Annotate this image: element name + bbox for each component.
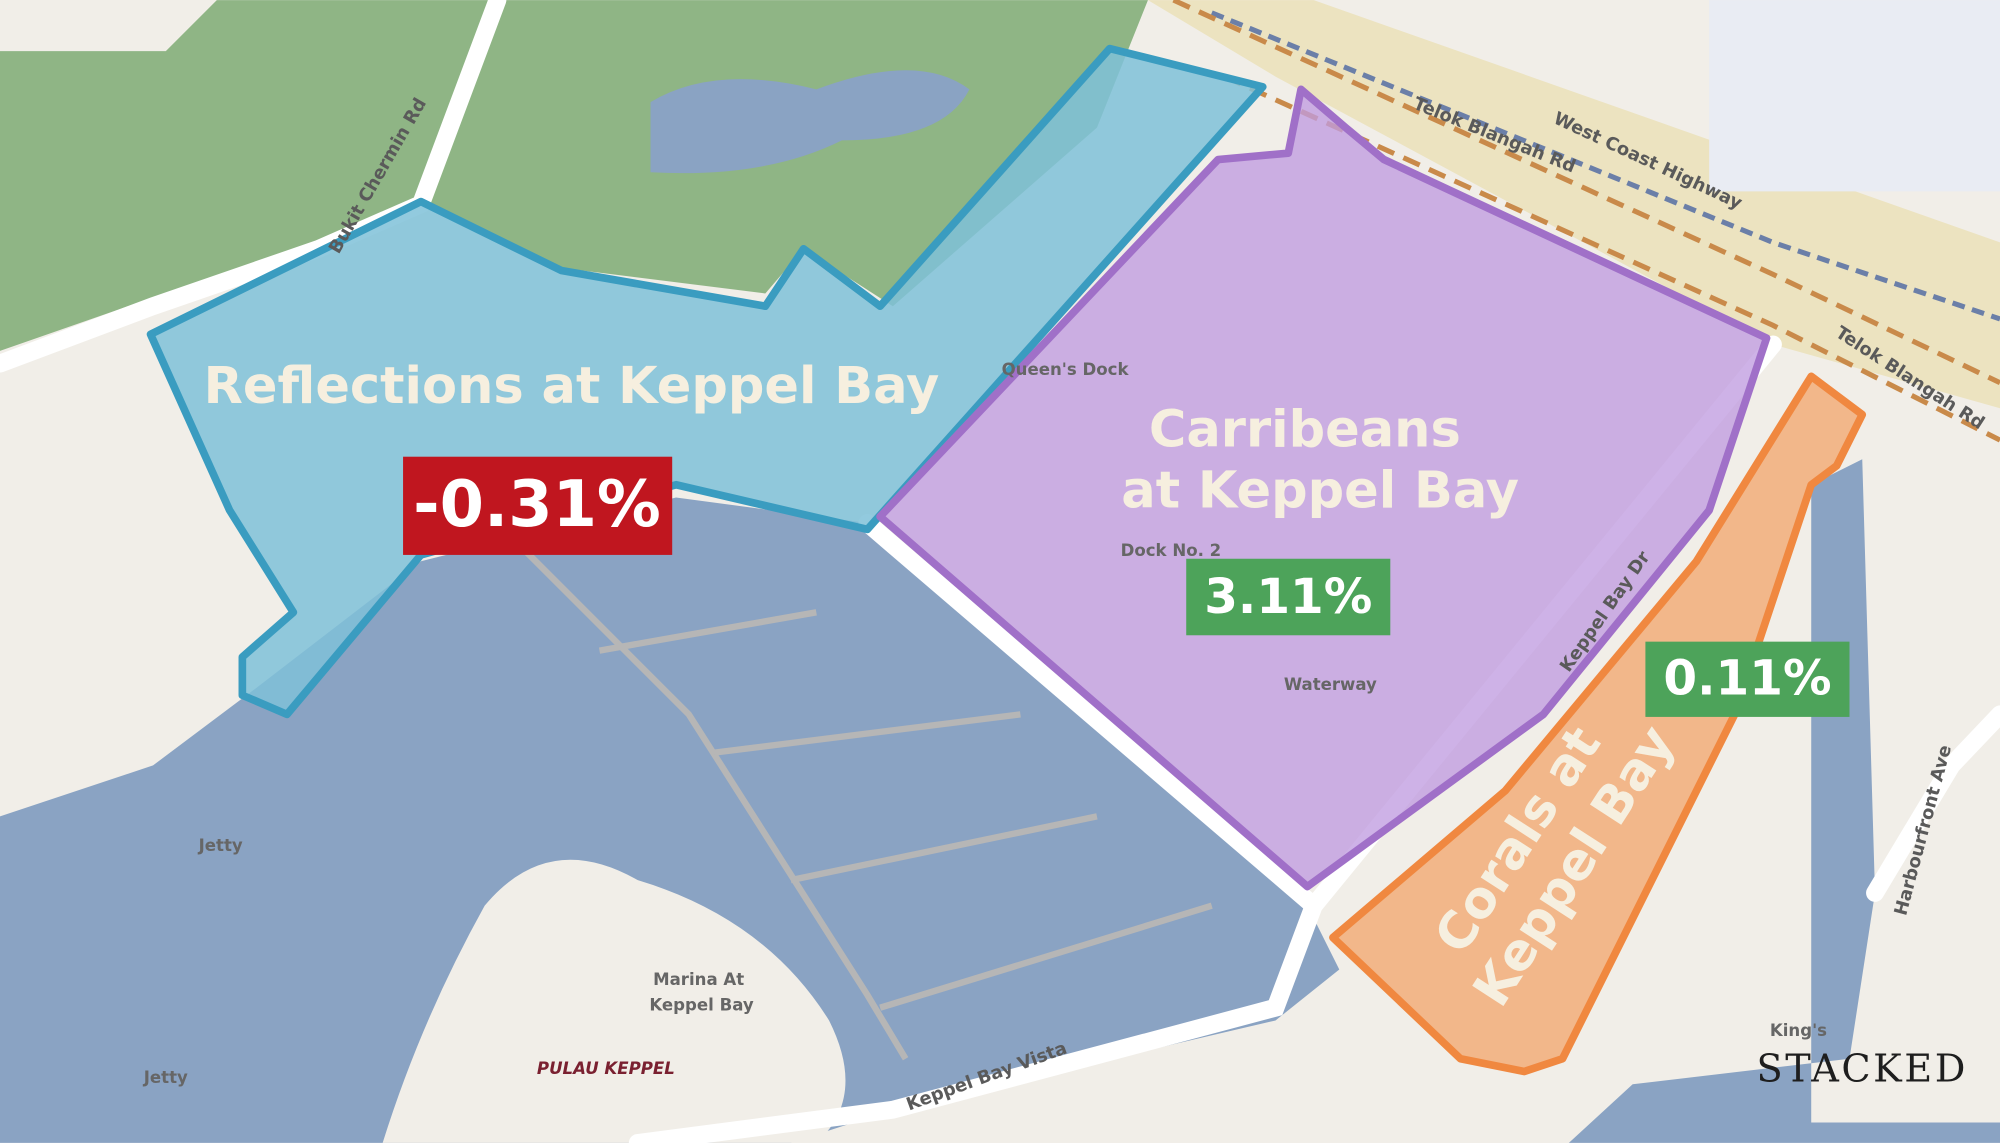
island xyxy=(382,859,846,1143)
place-label: Dock No. 2 xyxy=(1121,541,1222,560)
place-label: Queen's Dock xyxy=(1002,360,1130,379)
change-label: 3.11% xyxy=(1204,569,1372,625)
pond xyxy=(650,70,970,174)
region-name-line: Carribeans xyxy=(1149,400,1461,459)
place-label: Jetty xyxy=(143,1068,188,1087)
change-label: 0.11% xyxy=(1663,651,1831,707)
place-label: Jetty xyxy=(198,836,243,855)
change-badge xyxy=(1186,558,1391,636)
pier xyxy=(598,609,817,654)
pier xyxy=(790,813,1098,884)
change-badge xyxy=(1645,641,1850,717)
parking-area xyxy=(1709,0,2000,192)
highway-edge xyxy=(1223,74,2000,443)
pier xyxy=(507,533,909,1061)
highway-edge xyxy=(1172,0,2000,386)
place-label: PULAU KEPPEL xyxy=(537,1059,675,1078)
marina-piers xyxy=(507,533,1213,1061)
highway xyxy=(1147,0,2000,409)
road xyxy=(858,514,1323,915)
change-label: -0.31% xyxy=(413,468,661,542)
region-name: Carribeans at Keppel Bay xyxy=(1121,400,1519,520)
region-name-line: at Keppel Bay xyxy=(1121,462,1519,521)
place-line: Marina At xyxy=(653,970,744,989)
change-badge xyxy=(403,456,673,555)
pier xyxy=(713,711,1021,756)
place-label: Waterway xyxy=(1284,675,1377,694)
pier xyxy=(879,902,1213,1011)
place-label: King's xyxy=(1770,1021,1827,1040)
highway-lane xyxy=(1210,10,2000,322)
place-label: Marina At Keppel Bay xyxy=(649,970,754,1015)
region-name: Reflections at Keppel Bay xyxy=(204,357,940,416)
region-corals xyxy=(1329,372,1867,1076)
place-line: Keppel Bay xyxy=(649,995,754,1014)
road xyxy=(1866,705,2000,902)
region-name-line: Reflections at Keppel Bay xyxy=(204,357,940,416)
region-carribeans xyxy=(876,85,1771,891)
brand: STACKED xyxy=(1756,1047,1968,1092)
